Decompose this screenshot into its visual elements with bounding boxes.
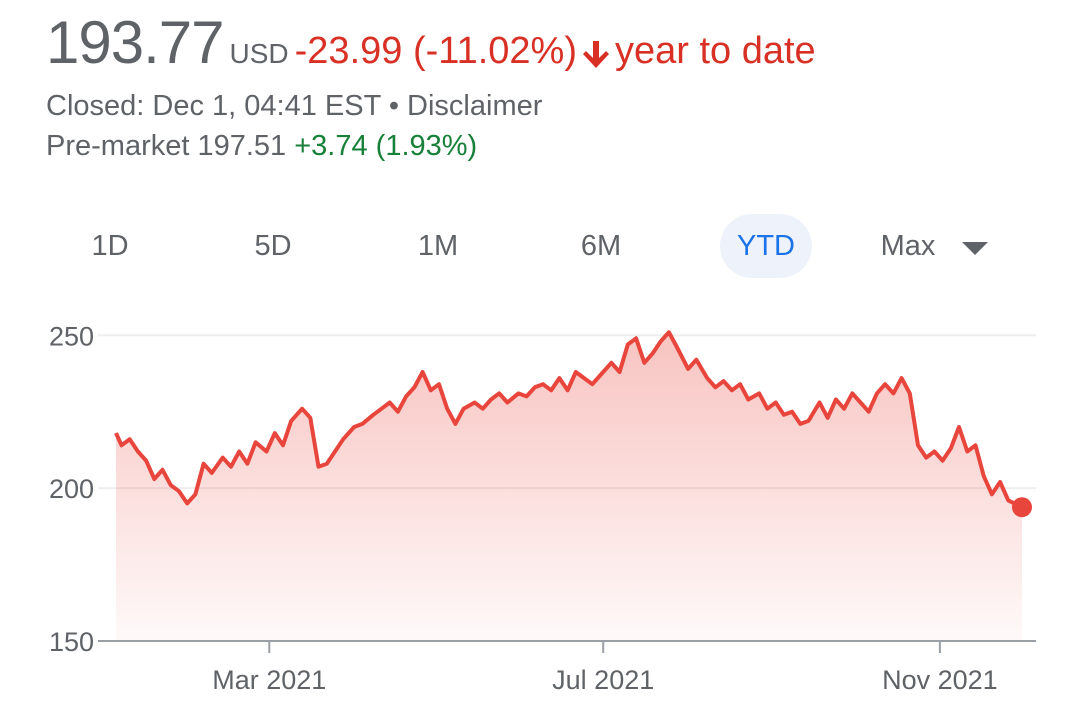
tab-1m[interactable]: 1M: [417, 230, 459, 262]
x-tick-label: Jul 2021: [552, 665, 654, 695]
closed-line: Closed: Dec 1, 04:41 EST • Disclaimer: [46, 90, 542, 123]
current-price: 193.77: [46, 9, 225, 76]
premarket-change: +3.74 (1.93%): [294, 130, 478, 162]
y-tick-label: 150: [49, 627, 94, 657]
x-tick-label: Nov 2021: [882, 665, 998, 695]
quote-header: 193.77 USD -23.99 (-11.02%) year to date: [46, 8, 816, 77]
range-tabs: 1D 5D 1M 6M YTD Max: [0, 214, 1080, 278]
closed-time: Closed: Dec 1, 04:41 EST: [46, 90, 381, 122]
tab-ytd[interactable]: YTD: [720, 214, 812, 278]
separator-dot: •: [388, 90, 399, 122]
tab-max[interactable]: Max: [880, 230, 936, 262]
arrow-down-icon: [582, 41, 609, 76]
disclaimer-link[interactable]: Disclaimer: [407, 90, 543, 122]
premarket-line: Pre-market 197.51 +3.74 (1.93%): [46, 130, 477, 163]
x-tick-label: Mar 2021: [212, 665, 326, 695]
tab-1d[interactable]: 1D: [91, 230, 129, 262]
currency-label: USD: [229, 38, 289, 69]
price-line: [114, 330, 1023, 509]
change-period: year to date: [614, 30, 816, 72]
current-price-dot: [1012, 497, 1032, 518]
chevron-down-icon[interactable]: [962, 242, 988, 255]
premarket-price: Pre-market 197.51: [46, 130, 287, 162]
price-chart: 250 200 150 Mar 2021 Jul 2021 Nov 2021: [49, 321, 1036, 695]
tab-6m[interactable]: 6M: [580, 230, 622, 262]
y-tick-label: 250: [49, 321, 94, 351]
area-fill: [116, 332, 1022, 641]
price-change: -23.99 (-11.02%): [294, 30, 577, 72]
tab-5d[interactable]: 5D: [254, 230, 292, 262]
y-tick-label: 200: [49, 474, 94, 504]
